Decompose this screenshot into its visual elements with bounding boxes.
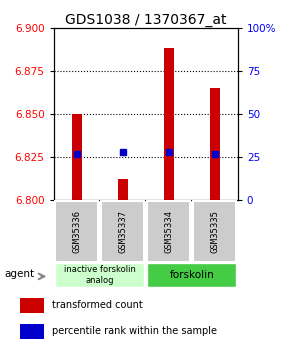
Bar: [55, 264, 144, 287]
Bar: [101, 201, 144, 262]
Text: GSM35337: GSM35337: [118, 210, 127, 253]
Text: percentile rank within the sample: percentile rank within the sample: [52, 326, 218, 336]
Text: forskolin: forskolin: [169, 270, 214, 280]
Text: GSM35335: GSM35335: [210, 210, 219, 253]
Bar: [20, 298, 44, 313]
Bar: [164, 48, 174, 200]
Text: inactive forskolin
analog: inactive forskolin analog: [64, 265, 136, 285]
Bar: [193, 201, 236, 262]
Bar: [55, 201, 98, 262]
Bar: [72, 114, 82, 200]
Bar: [20, 324, 44, 338]
Title: GDS1038 / 1370367_at: GDS1038 / 1370367_at: [65, 12, 226, 27]
Bar: [118, 179, 128, 200]
Bar: [147, 264, 236, 287]
Bar: [210, 88, 220, 200]
Text: transformed count: transformed count: [52, 300, 143, 310]
Text: agent: agent: [4, 269, 35, 279]
Text: GSM35336: GSM35336: [72, 210, 81, 253]
Text: GSM35334: GSM35334: [164, 210, 173, 253]
Bar: [147, 201, 190, 262]
